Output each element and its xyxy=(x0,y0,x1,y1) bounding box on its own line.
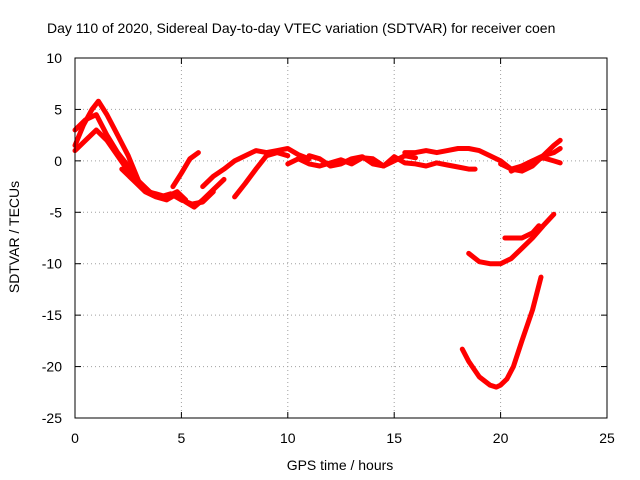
series-group xyxy=(72,98,563,390)
chart-title: Day 110 of 2020, Sidereal Day-to-day VTE… xyxy=(47,20,555,36)
x-tick-label: 0 xyxy=(71,430,79,446)
series-line-sat-e xyxy=(170,150,201,190)
x-tick-label: 20 xyxy=(493,430,509,446)
y-tick-label: -10 xyxy=(42,256,62,272)
series-line-sat-l xyxy=(508,155,563,174)
tick-marks xyxy=(74,57,608,419)
y-tick-label: 5 xyxy=(54,101,62,117)
y-tick-label: -15 xyxy=(42,307,62,323)
series-line-sat-i xyxy=(306,153,478,172)
series-line-sat-d xyxy=(119,166,227,210)
x-axis-label: GPS time / hours xyxy=(287,457,394,473)
gridlines xyxy=(75,58,607,418)
series-line-sat-n xyxy=(502,223,542,241)
series-line-sat-m xyxy=(466,211,557,267)
x-tick-label: 5 xyxy=(178,430,186,446)
x-tick-label: 15 xyxy=(386,430,402,446)
plot-frame xyxy=(74,57,608,419)
y-tick-label: -20 xyxy=(42,359,62,375)
y-tick-label: -25 xyxy=(42,410,62,426)
series-line-sat-h xyxy=(285,153,418,169)
series-line-sat-c xyxy=(72,127,152,195)
x-tick-label: 25 xyxy=(599,430,615,446)
y-axis-label: SDTVAR / TECUs xyxy=(6,181,22,293)
y-tick-labels: -25 -20 -15 -10 -5 0 5 10 xyxy=(42,50,62,426)
series-line-sat-g xyxy=(232,150,291,200)
x-tick-label: 10 xyxy=(280,430,296,446)
y-tick-label: 0 xyxy=(54,153,62,169)
x-tick-labels: 0 5 10 15 20 25 xyxy=(71,430,615,446)
series-line-sat-o xyxy=(459,274,544,390)
y-tick-label: -5 xyxy=(50,204,63,220)
y-tick-label: 10 xyxy=(46,50,62,66)
series-line-sat-f xyxy=(200,146,312,190)
